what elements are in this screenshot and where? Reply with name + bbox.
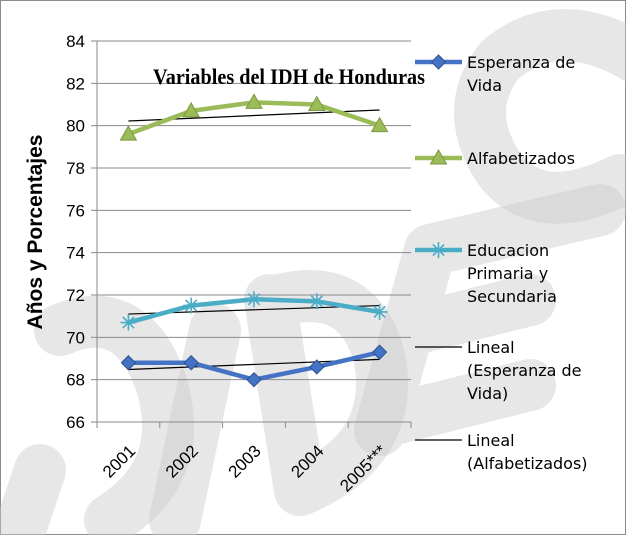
legend-label: Esperanza de xyxy=(467,53,575,72)
triangle-marker xyxy=(182,101,201,118)
y-tick-labels: 66 68 70 72 74 76 78 80 82 84 xyxy=(66,32,85,432)
y-tick-label: 66 xyxy=(66,413,85,432)
y-tick-label: 82 xyxy=(66,74,85,93)
star-stroke xyxy=(310,295,323,308)
diamond-marker xyxy=(309,359,325,375)
star-stroke xyxy=(185,299,198,312)
data-series xyxy=(119,93,389,388)
legend-item: Alfabetizados xyxy=(415,148,575,168)
star-stroke xyxy=(247,293,261,306)
legend-item: Lineal (Esperanza de Vida) xyxy=(415,338,582,403)
star-marker xyxy=(246,291,262,308)
star-marker xyxy=(308,293,325,310)
series-esperanza-de-vida xyxy=(120,344,388,388)
y-tick-label: 70 xyxy=(66,328,85,347)
y-tick-label: 72 xyxy=(66,286,85,305)
legend-item: Esperanza de Vida xyxy=(415,53,575,95)
star-stroke xyxy=(122,316,135,329)
star-stroke xyxy=(432,243,445,257)
y-tick-label: 74 xyxy=(66,244,85,263)
legend-label: Educacion xyxy=(467,241,549,260)
legend-label: Vida xyxy=(467,76,502,95)
legend-label: Primaria y xyxy=(467,264,548,283)
legend-label: (Alfabetizados) xyxy=(467,454,588,473)
triangle-marker xyxy=(370,116,389,133)
legend-label: Vida) xyxy=(467,384,508,403)
y-axis-label: Años y Porcentajes xyxy=(24,135,47,330)
diamond-marker xyxy=(183,355,199,371)
diamond-marker xyxy=(246,371,262,388)
legend-label: Lineal xyxy=(467,338,515,357)
triangle-marker xyxy=(429,148,448,165)
series-alfabetizados xyxy=(119,93,389,141)
y-tick-label: 76 xyxy=(66,201,85,220)
y-tick-label: 84 xyxy=(66,32,85,51)
chart-title: Variables del IDH de Honduras xyxy=(153,64,425,89)
star-marker xyxy=(120,314,137,331)
y-tick-label: 78 xyxy=(66,159,85,178)
star-marker xyxy=(371,303,388,320)
legend-label: Alfabetizados xyxy=(467,149,575,168)
legend: Esperanza de Vida Alfabetizados Educacion Pr… xyxy=(415,53,588,473)
y-tick-label: 80 xyxy=(66,117,85,136)
legend-item: Lineal (Alfabetizados) xyxy=(415,431,588,473)
star-marker xyxy=(183,297,200,314)
diamond-marker xyxy=(120,355,137,371)
diamond-marker xyxy=(430,54,447,70)
series-educacion-primaria-y-secundaria xyxy=(120,291,388,331)
legend-label: Lineal xyxy=(467,431,515,450)
star-stroke xyxy=(373,305,386,319)
axes xyxy=(91,40,412,428)
triangle-marker xyxy=(307,95,326,111)
diamond-marker xyxy=(371,344,388,360)
y-tick-label: 68 xyxy=(66,371,85,390)
triangle-marker xyxy=(245,93,263,109)
star-marker xyxy=(430,242,447,258)
triangle-marker xyxy=(119,125,138,141)
legend-item: Educacion Primaria y Secundaria xyxy=(415,241,557,306)
x-tick-label: 2003 xyxy=(225,441,265,481)
legend-label: (Esperanza de xyxy=(467,361,582,380)
legend-label: Secundaria xyxy=(467,287,557,306)
